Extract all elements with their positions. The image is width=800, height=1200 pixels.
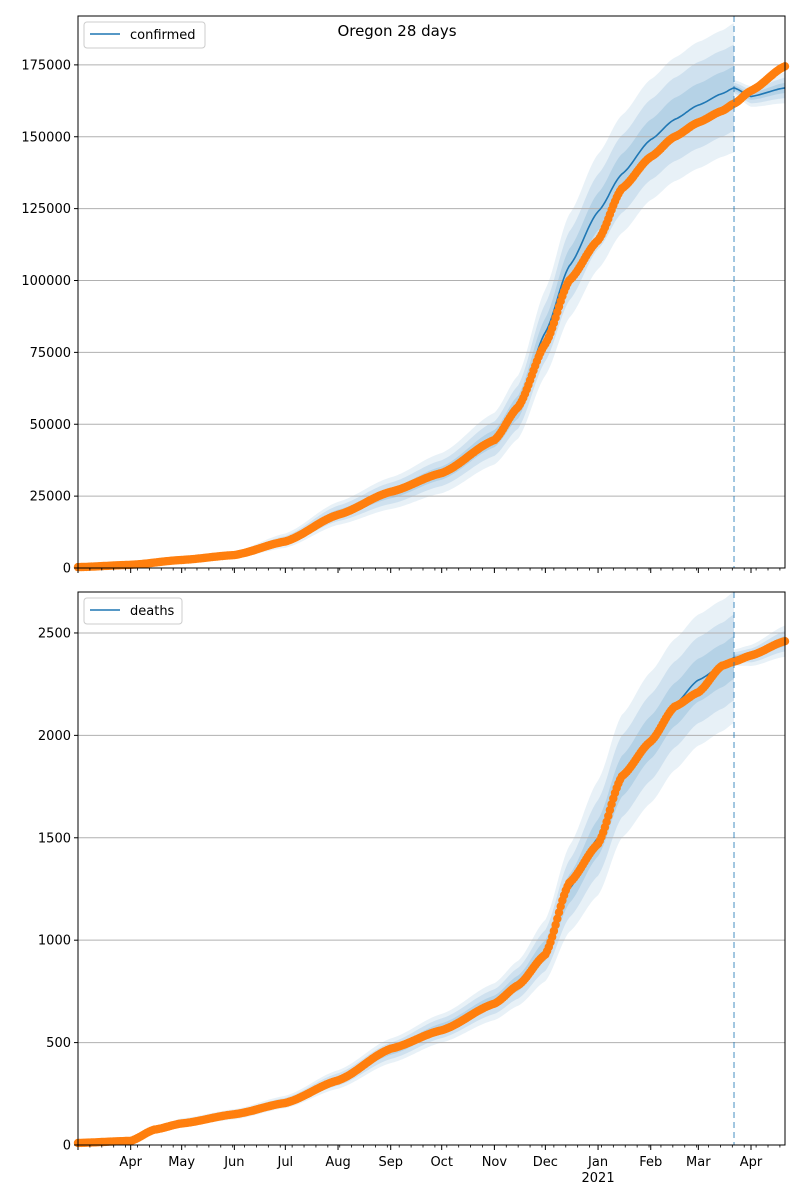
deaths-y-tick-label: 500 — [46, 1036, 71, 1051]
confirmed-y-axis: 0 25000 50000 75000 100000 125000 150000 175000 — [21, 58, 78, 577]
deaths-x-tick-label: Dec — [533, 1155, 558, 1170]
confirmed-legend-label: confirmed — [130, 28, 196, 43]
confirmed-observed-points — [73, 62, 790, 572]
deaths-y-tick-label: 1000 — [38, 934, 71, 949]
deaths-x-axis: Apr May Jun Jul Aug Sep Oct Nov Dec Jan Feb Mar Apr — [77, 1145, 781, 1170]
deaths-y-tick-label: 0 — [63, 1139, 71, 1154]
confirmed-panel: 0 25000 50000 75000 100000 125000 150000 175000… — [21, 15, 790, 577]
confirmed-y-tick-label: 50000 — [30, 418, 71, 433]
deaths-y-tick-label: 2500 — [38, 626, 71, 641]
deaths-legend-label: deaths — [130, 604, 175, 619]
confirmed-legend-box — [83, 21, 206, 49]
confirmed-y-tick-label: 100000 — [21, 274, 71, 289]
deaths-x-tick-label: Jul — [276, 1155, 293, 1170]
deaths-x-tick-label: Aug — [325, 1155, 350, 1170]
confirmed-bands — [78, 23, 785, 569]
deaths-x-tick-label: May — [168, 1155, 195, 1170]
deaths-y-tick-label: 2000 — [38, 729, 71, 744]
confirmed-legend: confirmed — [83, 21, 206, 49]
confirmed-band-0 — [78, 23, 785, 568]
deaths-gridlines — [78, 632, 785, 1044]
figure-title: Oregon 28 days — [337, 22, 456, 40]
deaths-x-tick-label: Jan — [587, 1155, 608, 1170]
deaths-axes-frame — [77, 591, 786, 1146]
deaths-x-tick-label: Feb — [639, 1155, 662, 1170]
deaths-observed-point — [553, 914, 562, 923]
deaths-x-tick-label: Oct — [430, 1155, 452, 1170]
deaths-legend-box — [83, 597, 183, 625]
deaths-observed-points — [73, 637, 790, 1148]
confirmed-y-tick-label: 175000 — [21, 58, 71, 73]
confirmed-y-tick-label: 0 — [63, 562, 71, 577]
deaths-band-2 — [78, 636, 785, 1145]
x-axis-year-label: 2021 — [582, 1171, 615, 1186]
deaths-y-tick-label: 1500 — [38, 831, 71, 846]
deaths-x-tick-label: Sep — [378, 1155, 403, 1170]
deaths-x-tick-label: Mar — [686, 1155, 711, 1170]
deaths-panel: 0 500 1000 1500 2000 2500 Apr May Jun Jul Aug Sep O… — [38, 591, 790, 1186]
confirmed-x-axis — [77, 568, 781, 573]
deaths-x-tick-label: Jun — [223, 1155, 244, 1170]
deaths-y-axis: 0 500 1000 1500 2000 2500 — [38, 626, 78, 1154]
confirmed-y-tick-label: 25000 — [30, 490, 71, 505]
confirmed-y-tick-label: 150000 — [21, 130, 71, 145]
confirmed-y-tick-label: 125000 — [21, 202, 71, 217]
confirmed-y-tick-label: 75000 — [30, 346, 71, 361]
deaths-x-tick-label: Nov — [482, 1155, 508, 1170]
confirmed-band-2 — [78, 66, 785, 569]
deaths-legend: deaths — [83, 597, 183, 625]
confirmed-band-1 — [78, 44, 785, 569]
deaths-x-tick-label: Apr — [740, 1155, 763, 1170]
deaths-x-tick-label: Apr — [119, 1155, 142, 1170]
confirmed-axes-frame — [77, 15, 786, 569]
